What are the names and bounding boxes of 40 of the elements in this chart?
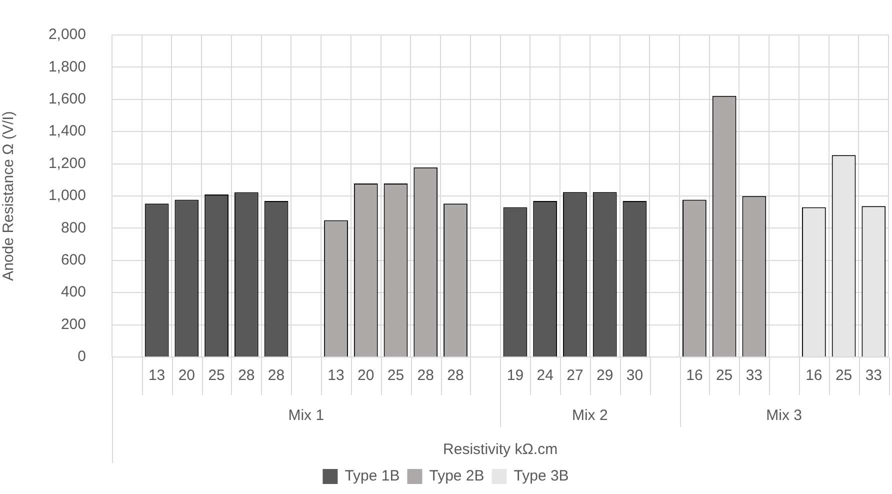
y-tick-label: 200 <box>60 316 86 333</box>
x-tick-label: 33 <box>746 367 763 384</box>
y-tick-label: 1,800 <box>48 58 86 76</box>
legend-label: Type 1B <box>344 468 400 485</box>
x-tick-label: 13 <box>148 367 166 384</box>
x-tick-label: 16 <box>806 367 822 384</box>
text: Mix 2 <box>572 407 608 424</box>
x-tick-label: 25 <box>208 367 225 384</box>
y-tick-label: 0 <box>78 348 86 366</box>
y-tick-label: 600 <box>60 252 86 269</box>
x-tick-label: 30 <box>626 367 644 384</box>
x-tick-label: 28 <box>238 367 255 384</box>
y-tick-label: 1,600 <box>48 90 86 108</box>
x-tick-label: 13 <box>328 367 344 384</box>
y-tick-label: 1,000 <box>48 187 86 204</box>
x-tick-label: 20 <box>358 367 374 384</box>
x-tick-label: 29 <box>596 367 614 384</box>
x-tick-label: 28 <box>447 367 464 384</box>
y-tick-label: 800 <box>60 219 86 236</box>
x-tick-label: 20 <box>178 367 196 384</box>
x-tick-label: 19 <box>506 367 524 384</box>
x-tick-label: 25 <box>387 367 404 384</box>
y-tick-label: 1,400 <box>48 122 86 140</box>
x-tick-label: 28 <box>417 367 434 384</box>
x-tick-label: 25 <box>716 367 733 384</box>
x-tick-label: 24 <box>536 367 554 384</box>
y-tick-label: 400 <box>60 284 86 301</box>
x-tick-label: 27 <box>566 367 584 384</box>
y-tick-label: 1,200 <box>48 154 86 172</box>
x-tick-label: 33 <box>865 367 882 384</box>
y-axis-title: Anode Resistance Ω (V/I) <box>0 111 18 281</box>
x-tick-label: 28 <box>268 367 285 384</box>
text: Mix 3 <box>766 407 802 424</box>
y-tick-label: 2,000 <box>48 26 86 44</box>
x-axis-title: Resistivity kΩ.cm <box>443 441 558 458</box>
legend-label: Type 2B <box>429 468 484 485</box>
legend-label: Type 3B <box>514 468 569 485</box>
text: Mix 1 <box>288 407 324 424</box>
x-tick-label: 25 <box>835 367 852 384</box>
x-tick-label: 16 <box>686 367 703 384</box>
